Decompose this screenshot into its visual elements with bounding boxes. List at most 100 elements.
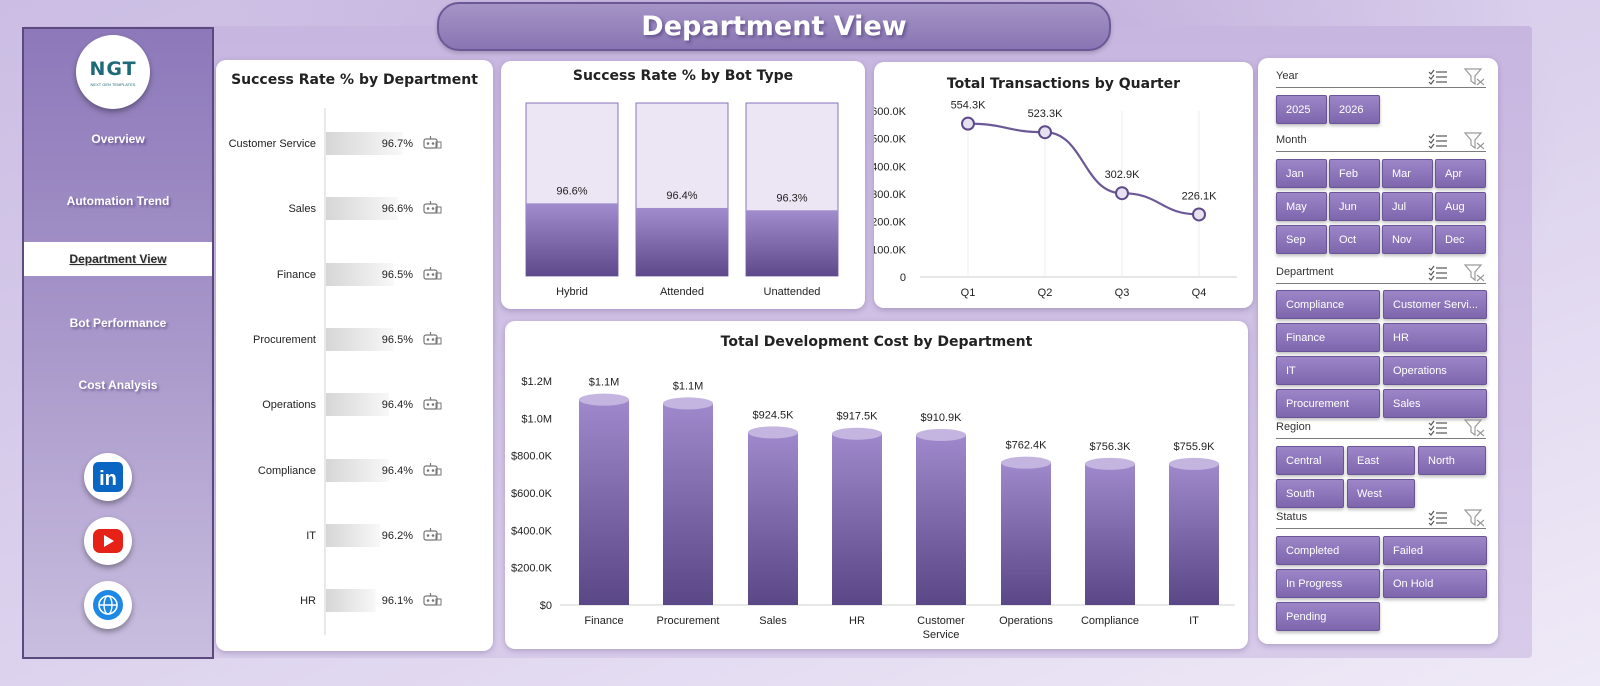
slicer-department-option[interactable]: Procurement bbox=[1276, 389, 1380, 418]
quarterly-value-label: 302.9K bbox=[1105, 169, 1141, 181]
slicer-month-option[interactable]: Feb bbox=[1329, 159, 1380, 188]
dev-cost-bar bbox=[1001, 462, 1051, 605]
dept-value-label: 96.1% bbox=[382, 595, 413, 607]
robot-icon bbox=[423, 463, 442, 476]
slicer-status-option[interactable]: In Progress bbox=[1276, 569, 1380, 598]
nav-item-cost-analysis[interactable]: Cost Analysis bbox=[78, 378, 158, 392]
slicer-region-option[interactable]: West bbox=[1347, 479, 1415, 508]
slicer-department-option[interactable]: Compliance bbox=[1276, 290, 1380, 319]
multi-select-icon[interactable] bbox=[1428, 509, 1448, 527]
sidebar: NGT NEXT GEN TEMPLATES Overview Automatio… bbox=[22, 27, 214, 659]
slicer-month-option[interactable]: Jun bbox=[1329, 192, 1380, 221]
dept-label: Compliance bbox=[258, 465, 316, 477]
nav-item-automation-trend[interactable]: Automation Trend bbox=[66, 194, 170, 208]
slicer-status-option[interactable]: On Hold bbox=[1383, 569, 1487, 598]
slicer-month-option[interactable]: Apr bbox=[1435, 159, 1486, 188]
dept-success-bar bbox=[326, 589, 376, 612]
quarterly-y-tick: 300.0K bbox=[874, 189, 907, 201]
slicer-status-option[interactable]: Pending bbox=[1276, 602, 1380, 631]
slicer-department-option[interactable]: Finance bbox=[1276, 323, 1380, 352]
dev-cost-bar-cap bbox=[748, 426, 798, 439]
slicer-department-option[interactable]: HR bbox=[1383, 323, 1487, 352]
dev-cost-bar bbox=[663, 403, 713, 605]
dept-value-label: 96.5% bbox=[382, 334, 413, 346]
slicer-year-option[interactable]: 2026 bbox=[1329, 95, 1380, 124]
quarterly-x-label: Q2 bbox=[1038, 287, 1053, 299]
page-title: Department View bbox=[641, 11, 907, 42]
dev-cost-value-label: $1.1M bbox=[589, 377, 620, 389]
nav-item-department-view[interactable]: Department View bbox=[24, 242, 212, 276]
slicer-month-option[interactable]: Nov bbox=[1382, 225, 1433, 254]
slicer-department-header: Department bbox=[1276, 264, 1486, 284]
multi-select-icon[interactable] bbox=[1428, 68, 1448, 86]
clear-filter-icon[interactable] bbox=[1464, 132, 1486, 150]
bot-type-value-label: 96.3% bbox=[776, 192, 807, 204]
slicer-month-option[interactable]: Mar bbox=[1382, 159, 1433, 188]
robot-icon bbox=[423, 201, 442, 214]
dev-cost-bar bbox=[1085, 463, 1135, 605]
dev-cost-bar-cap bbox=[916, 428, 966, 441]
dev-cost-value-label: $1.1M bbox=[673, 380, 704, 392]
dept-value-label: 96.6% bbox=[382, 203, 413, 215]
dev-cost-chart: $0 $200.0K $400.0K $600.0K $800.0K $1.0M $1.2M… bbox=[511, 376, 1235, 641]
clear-filter-icon[interactable] bbox=[1464, 68, 1486, 86]
nav-item-bot-performance[interactable]: Bot Performance bbox=[69, 316, 167, 330]
brand-logo[interactable]: NGT NEXT GEN TEMPLATES bbox=[76, 35, 150, 109]
slicer-department-option[interactable]: Sales bbox=[1383, 389, 1487, 418]
dev-cost-category-label: Operations bbox=[999, 615, 1053, 627]
nav-item-overview[interactable]: Overview bbox=[91, 132, 145, 146]
bot-type-title: Success Rate % by Bot Type bbox=[572, 68, 794, 84]
dev-cost-value-label: $756.3K bbox=[1090, 441, 1132, 453]
clear-filter-icon[interactable] bbox=[1464, 264, 1486, 282]
quarterly-point bbox=[1192, 207, 1206, 222]
slicer-month-option[interactable]: Sep bbox=[1276, 225, 1327, 254]
dept-success-card: Success Rate % by Department Customer Se… bbox=[216, 60, 493, 651]
slicer-month-option[interactable]: Dec bbox=[1435, 225, 1486, 254]
bot-type-card: Success Rate % by Bot Type 96.6% Hybrid 96… bbox=[501, 61, 865, 309]
bot-type-bar bbox=[746, 210, 838, 276]
multi-select-icon[interactable] bbox=[1428, 419, 1448, 437]
dept-success-chart: Customer Service 96.7% Sales 96.6% Finance 96… bbox=[229, 108, 442, 635]
multi-select-icon[interactable] bbox=[1428, 264, 1448, 282]
slicer-month-option[interactable]: Aug bbox=[1435, 192, 1486, 221]
slicer-department-option[interactable]: Customer Servi... bbox=[1383, 290, 1487, 319]
quarterly-title: Total Transactions by Quarter bbox=[946, 76, 1181, 92]
dept-value-label: 96.4% bbox=[382, 465, 413, 477]
slicer-region-option[interactable]: East bbox=[1347, 446, 1415, 475]
slicer-year-header: Year bbox=[1276, 68, 1486, 88]
slicer-month-option[interactable]: May bbox=[1276, 192, 1327, 221]
slicer-month-option[interactable]: Oct bbox=[1329, 225, 1380, 254]
quarterly-point bbox=[1115, 186, 1129, 201]
slicer-month-option[interactable]: Jan bbox=[1276, 159, 1327, 188]
slicer-region-option[interactable]: Central bbox=[1276, 446, 1344, 475]
quarterly-y-tick: 0 bbox=[900, 272, 906, 284]
slicer-month-option[interactable]: Jul bbox=[1382, 192, 1433, 221]
dept-label: HR bbox=[300, 595, 316, 607]
svg-text:in: in bbox=[99, 468, 117, 490]
youtube-button[interactable] bbox=[84, 517, 132, 565]
slicer-status-option[interactable]: Completed bbox=[1276, 536, 1380, 565]
multi-select-icon[interactable] bbox=[1428, 132, 1448, 150]
slicer-region-header: Region bbox=[1276, 419, 1486, 439]
linkedin-button[interactable]: in bbox=[84, 453, 132, 501]
slicer-department-option[interactable]: IT bbox=[1276, 356, 1380, 385]
clear-filter-icon[interactable] bbox=[1464, 419, 1486, 437]
slicer-department-option[interactable]: Operations bbox=[1383, 356, 1487, 385]
dept-success-bar bbox=[326, 524, 380, 547]
bot-type-category-label: Unattended bbox=[764, 286, 821, 298]
youtube-icon bbox=[93, 529, 123, 553]
dev-cost-bar-cap bbox=[832, 427, 882, 440]
slicer-region-option[interactable]: North bbox=[1418, 446, 1486, 475]
dept-success-bar bbox=[326, 459, 389, 482]
slicer-year-option[interactable]: 2025 bbox=[1276, 95, 1327, 124]
dev-cost-value-label: $755.9K bbox=[1174, 441, 1216, 453]
website-button[interactable] bbox=[84, 581, 132, 629]
page-header: Department View bbox=[437, 2, 1111, 51]
slicer-status-option[interactable]: Failed bbox=[1383, 536, 1487, 565]
slicer-region-option[interactable]: South bbox=[1276, 479, 1344, 508]
quarterly-point bbox=[961, 116, 975, 131]
clear-filter-icon[interactable] bbox=[1464, 509, 1486, 527]
dept-value-label: 96.4% bbox=[382, 399, 413, 411]
dev-cost-value-label: $917.5K bbox=[837, 411, 879, 423]
dept-value-label: 96.2% bbox=[382, 530, 413, 542]
